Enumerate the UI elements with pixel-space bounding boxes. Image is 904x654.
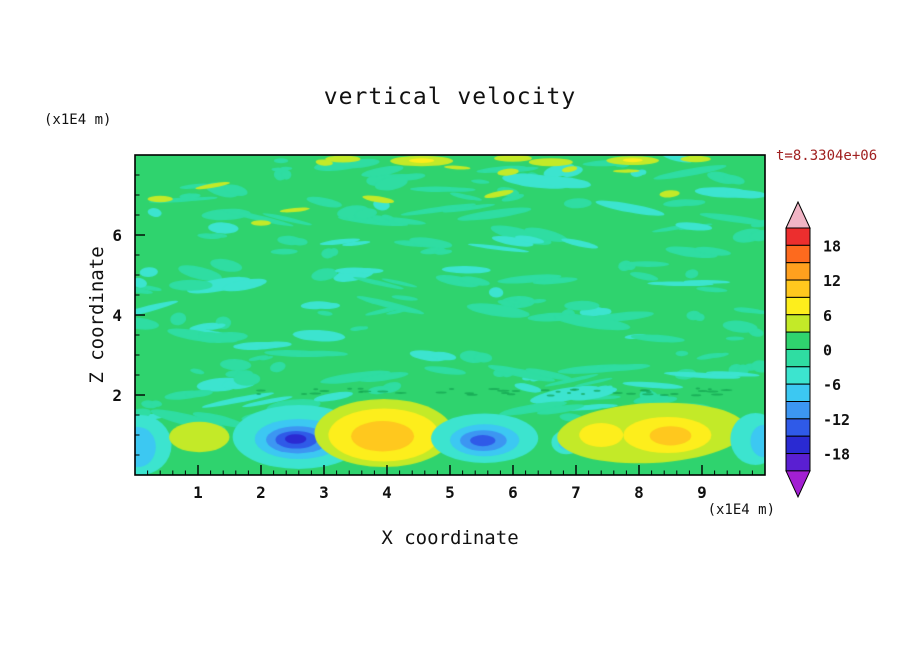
x-tick-label: 4 — [382, 483, 392, 502]
colorbar-band — [785, 418, 811, 437]
colorbar-band — [785, 435, 811, 455]
colorbar-band — [785, 366, 811, 385]
x-axis-unit: (x1E4 m) — [707, 502, 775, 518]
timestamp-label: t=8.3304e+06 — [776, 148, 878, 164]
colorbar-band — [785, 227, 811, 246]
colorbar-band — [785, 401, 811, 420]
colorbar-label: 12 — [823, 272, 841, 290]
colorbar-band — [785, 383, 811, 402]
colorbar-band — [785, 348, 811, 368]
colorbar-band — [785, 314, 811, 333]
x-tick-label: 9 — [697, 483, 707, 502]
x-axis-label: X coordinate — [381, 527, 519, 549]
x-tick-label: 5 — [445, 483, 455, 502]
x-tick-label: 7 — [571, 483, 581, 502]
colorbar-band — [785, 244, 811, 264]
colorbar-arrow-top — [785, 200, 811, 229]
x-tick-label: 1 — [193, 483, 203, 502]
y-axis-unit: (x1E4 m) — [44, 112, 112, 128]
colorbar-arrow-bottom — [785, 470, 811, 499]
x-tick-label: 6 — [508, 483, 518, 502]
y-tick-label: 2 — [112, 386, 122, 405]
colorbar-label: -12 — [823, 411, 850, 429]
y-axis-label: Z coordinate — [86, 246, 108, 384]
y-tick-label: 6 — [112, 226, 122, 245]
chart-title: vertical velocity — [323, 84, 577, 110]
colorbar-label: -6 — [823, 376, 841, 394]
colorbar-label: 6 — [823, 307, 832, 325]
x-tick-label: 2 — [256, 483, 266, 502]
colorbar-band — [785, 296, 811, 316]
colorbar: 18 12 6 0 -6 -12 -18 — [785, 200, 850, 499]
colorbar-label: -18 — [823, 446, 850, 464]
colorbar-label: 18 — [823, 237, 841, 255]
colorbar-band — [785, 453, 811, 472]
colorbar-band — [785, 279, 811, 298]
colorbar-label: 0 — [823, 341, 832, 359]
colorbar-band — [785, 331, 811, 350]
x-tick-label: 3 — [319, 483, 329, 502]
contour-plot — [135, 155, 765, 475]
x-tick-label: 8 — [634, 483, 644, 502]
y-tick-label: 4 — [112, 306, 122, 325]
colorbar-band — [785, 262, 811, 281]
